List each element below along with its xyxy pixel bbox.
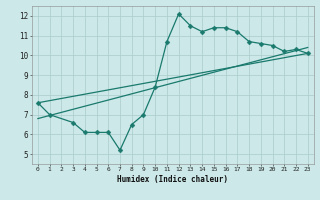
X-axis label: Humidex (Indice chaleur): Humidex (Indice chaleur) [117,175,228,184]
